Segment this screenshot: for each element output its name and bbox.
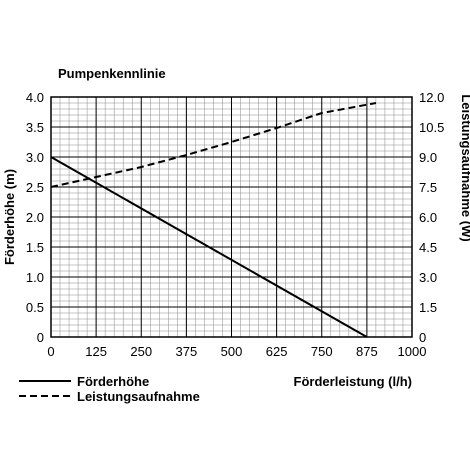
y-left-tick-label: 1.0	[26, 270, 44, 285]
y-left-tick-label: 0	[37, 330, 44, 345]
y-left-tick-label: 3.5	[26, 120, 44, 135]
x-axis-title: Förderleistung (l/h)	[294, 374, 412, 389]
y-left-tick-label: 4.0	[26, 90, 44, 105]
y-right-tick-label: 10.5	[419, 120, 444, 135]
y-right-tick-label: 9.0	[419, 150, 437, 165]
x-tick-label: 500	[221, 344, 243, 359]
y-right-tick-label: 6.0	[419, 210, 437, 225]
legend-label-power: Leistungsaufnahme	[77, 389, 200, 404]
x-tick-label: 0	[47, 344, 54, 359]
tick-labels: 0 125 250 375 500 625 750 875 100000.51.01.52.02…	[26, 90, 444, 359]
x-tick-label: 375	[176, 344, 198, 359]
y-left-tick-label: 2.0	[26, 210, 44, 225]
y-left-tick-label: 2.5	[26, 180, 44, 195]
y-left-axis-title: Förderhöhe (m)	[2, 169, 17, 265]
x-tick-label: 125	[85, 344, 107, 359]
x-tick-label: 750	[311, 344, 333, 359]
series-group	[50, 102, 377, 338]
x-tick-label: 1000	[398, 344, 427, 359]
plot-frame	[50, 96, 413, 338]
grid	[50, 96, 413, 338]
y-left-tick-label: 1.5	[26, 240, 44, 255]
series-line-head	[50, 156, 368, 338]
x-tick-label: 250	[130, 344, 152, 359]
y-right-tick-label: 0	[419, 330, 426, 345]
y-left-tick-label: 0.5	[26, 300, 44, 315]
y-right-tick-label: 4.5	[419, 240, 437, 255]
y-right-axis-title: Leistungsaufnahme (W)	[459, 94, 470, 241]
y-right-tick-label: 12.0	[419, 90, 444, 105]
x-tick-label: 625	[266, 344, 288, 359]
y-right-tick-label: 3.0	[419, 270, 437, 285]
legend-label-head: Förderhöhe	[77, 374, 149, 389]
y-right-tick-label: 7.5	[419, 180, 437, 195]
x-tick-label: 875	[356, 344, 378, 359]
y-left-tick-label: 3.0	[26, 150, 44, 165]
y-right-tick-label: 1.5	[419, 300, 437, 315]
chart-title: Pumpenkennlinie	[58, 66, 166, 81]
